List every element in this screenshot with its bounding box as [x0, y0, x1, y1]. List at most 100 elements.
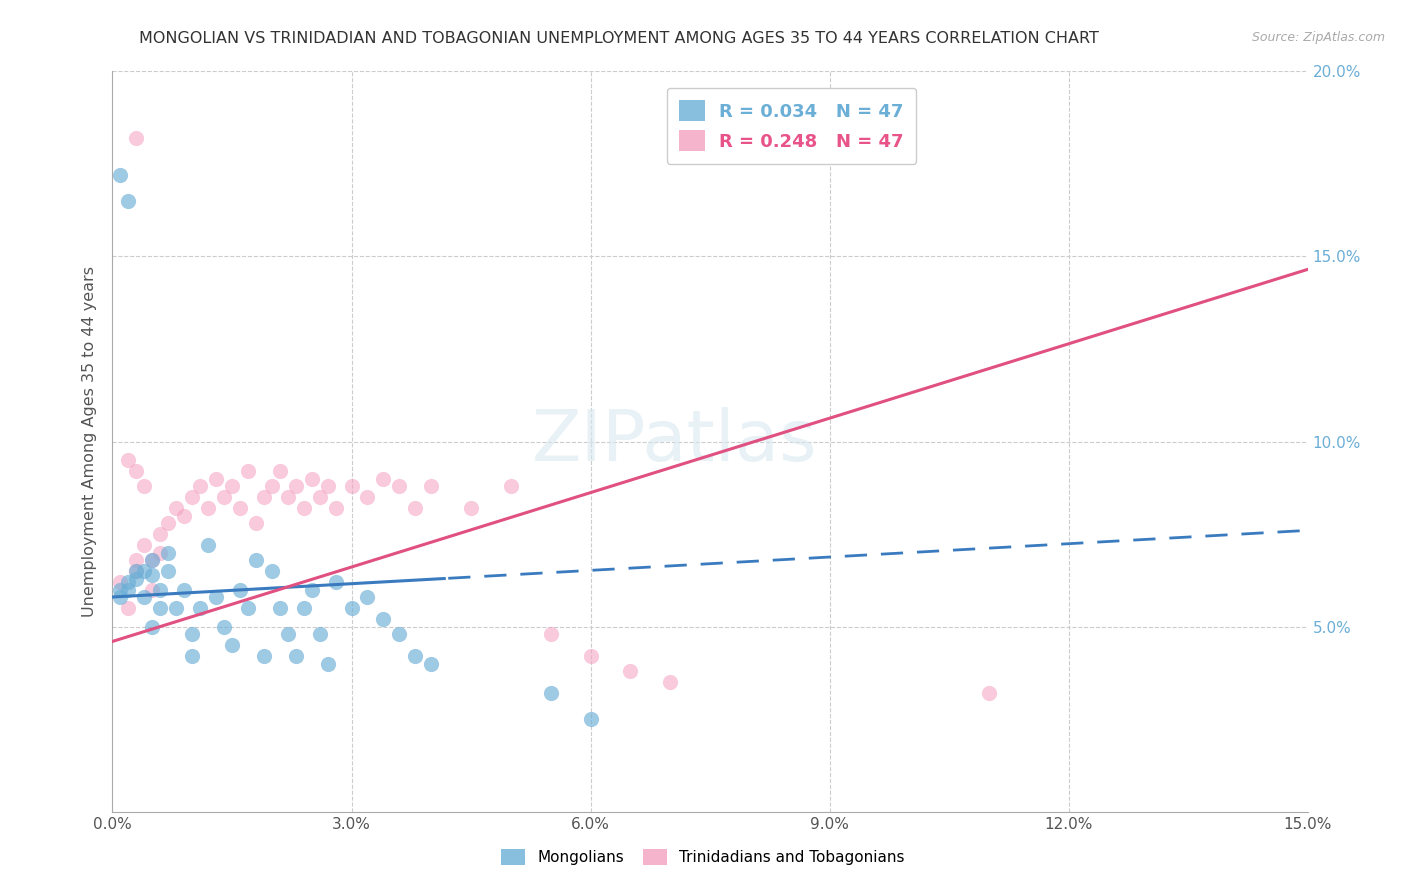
Point	[301, 582, 323, 597]
Legend: Mongolians, Trinidadians and Tobagonians: Mongolians, Trinidadians and Tobagonians	[495, 843, 911, 871]
Point	[125, 572, 148, 586]
Point	[340, 479, 363, 493]
Point	[149, 582, 172, 597]
Point	[308, 627, 330, 641]
Point	[212, 619, 235, 633]
Point	[540, 686, 562, 700]
Point	[356, 590, 378, 604]
Point	[236, 464, 259, 478]
Point	[125, 564, 148, 578]
Point	[157, 516, 180, 530]
Point	[173, 582, 195, 597]
Point	[260, 564, 283, 578]
Point	[325, 501, 347, 516]
Point	[236, 601, 259, 615]
Point	[277, 490, 299, 504]
Point	[229, 582, 252, 597]
Point	[579, 649, 602, 664]
Point	[420, 479, 443, 493]
Point	[245, 553, 267, 567]
Point	[141, 567, 163, 582]
Point	[110, 590, 132, 604]
Point	[117, 601, 139, 615]
Point	[117, 575, 139, 590]
Text: MONGOLIAN VS TRINIDADIAN AND TOBAGONIAN UNEMPLOYMENT AMONG AGES 35 TO 44 YEARS C: MONGOLIAN VS TRINIDADIAN AND TOBAGONIAN …	[139, 31, 1098, 46]
Point	[292, 501, 315, 516]
Point	[373, 612, 395, 626]
Point	[499, 479, 522, 493]
Point	[134, 590, 156, 604]
Point	[134, 564, 156, 578]
Text: ZIPatlas: ZIPatlas	[531, 407, 817, 476]
Point	[188, 601, 211, 615]
Point	[619, 664, 641, 678]
Point	[229, 501, 252, 516]
Point	[165, 601, 187, 615]
Point	[388, 479, 411, 493]
Point	[977, 686, 1000, 700]
Point	[221, 638, 243, 652]
Point	[659, 675, 682, 690]
Point	[188, 479, 211, 493]
Point	[221, 479, 243, 493]
Point	[110, 582, 132, 597]
Point	[205, 590, 228, 604]
Point	[316, 479, 339, 493]
Point	[117, 453, 139, 467]
Point	[197, 501, 219, 516]
Point	[117, 194, 139, 208]
Point	[110, 575, 132, 590]
Point	[141, 582, 163, 597]
Point	[173, 508, 195, 523]
Point	[356, 490, 378, 504]
Point	[141, 553, 163, 567]
Point	[125, 564, 148, 578]
Point	[245, 516, 267, 530]
Legend: R = 0.034   N = 47, R = 0.248   N = 47: R = 0.034 N = 47, R = 0.248 N = 47	[666, 87, 917, 164]
Point	[212, 490, 235, 504]
Point	[125, 464, 148, 478]
Point	[579, 712, 602, 726]
Point	[388, 627, 411, 641]
Point	[149, 527, 172, 541]
Text: Source: ZipAtlas.com: Source: ZipAtlas.com	[1251, 31, 1385, 45]
Point	[125, 131, 148, 145]
Point	[197, 538, 219, 552]
Point	[110, 168, 132, 182]
Point	[253, 490, 276, 504]
Point	[340, 601, 363, 615]
Point	[253, 649, 276, 664]
Point	[404, 649, 426, 664]
Point	[165, 501, 187, 516]
Point	[284, 479, 307, 493]
Point	[269, 464, 291, 478]
Point	[181, 627, 204, 641]
Point	[134, 538, 156, 552]
Point	[292, 601, 315, 615]
Y-axis label: Unemployment Among Ages 35 to 44 years: Unemployment Among Ages 35 to 44 years	[82, 266, 97, 617]
Point	[117, 582, 139, 597]
Point	[301, 472, 323, 486]
Point	[316, 657, 339, 671]
Point	[373, 472, 395, 486]
Point	[141, 553, 163, 567]
Point	[149, 601, 172, 615]
Point	[134, 479, 156, 493]
Point	[157, 545, 180, 560]
Point	[260, 479, 283, 493]
Point	[125, 553, 148, 567]
Point	[269, 601, 291, 615]
Point	[141, 619, 163, 633]
Point	[460, 501, 482, 516]
Point	[325, 575, 347, 590]
Point	[284, 649, 307, 664]
Point	[308, 490, 330, 504]
Point	[205, 472, 228, 486]
Point	[149, 545, 172, 560]
Point	[157, 564, 180, 578]
Point	[404, 501, 426, 516]
Point	[540, 627, 562, 641]
Point	[277, 627, 299, 641]
Point	[420, 657, 443, 671]
Point	[181, 490, 204, 504]
